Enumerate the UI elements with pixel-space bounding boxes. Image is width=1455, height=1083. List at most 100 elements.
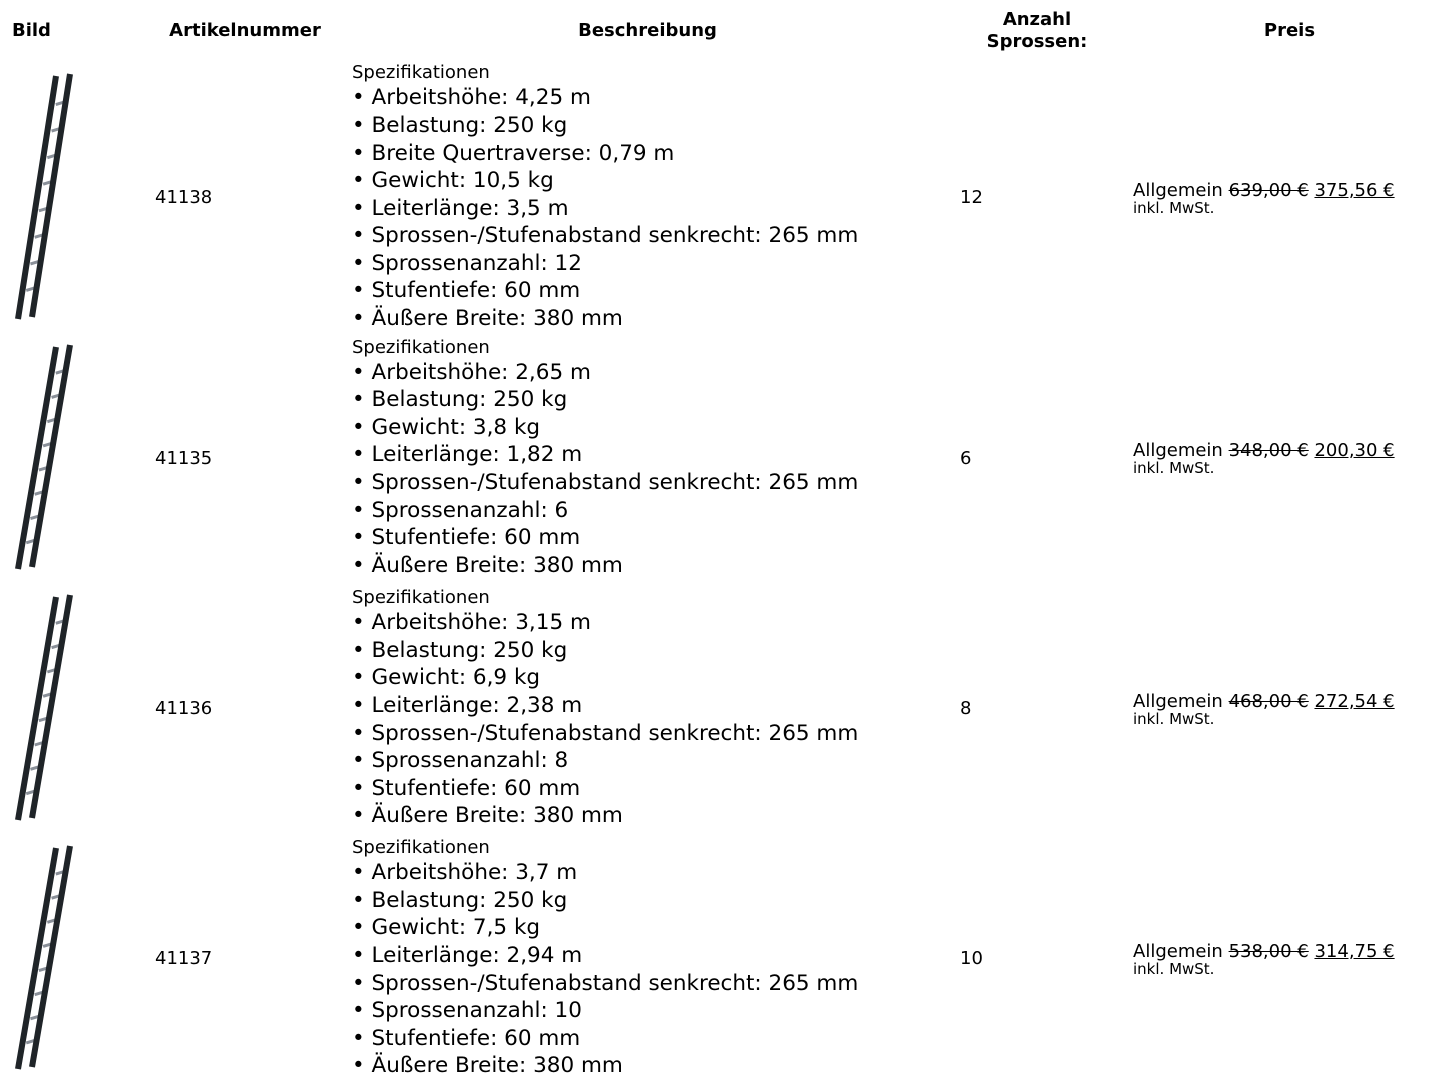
spec-item: • Äußere Breite: 380 mm (352, 1053, 623, 1079)
price-line: Allgemein 348,00 € 200,30 € (1133, 440, 1455, 461)
column-header: Preis (1124, 0, 1455, 62)
spec-item: • Gewicht: 3,8 kg (352, 414, 541, 440)
column-header: Anzahl Sprossen: (950, 0, 1124, 62)
spec-item: • Sprossen-/Stufenabstand senkrecht: 265… (352, 223, 859, 249)
rung-count: 10 (960, 948, 983, 969)
spec-item: • Stufentiefe: 60 mm (352, 1025, 581, 1051)
spec-item: • Breite Quertraverse: 0,79 m (352, 140, 675, 166)
image-cell (0, 62, 145, 333)
spec-item: • Äußere Breite: 380 mm (352, 306, 623, 332)
spec-item: • Belastung: 250 kg (352, 637, 568, 663)
spec-item: • Leiterlänge: 1,82 m (352, 442, 583, 468)
product-image[interactable] (8, 593, 78, 824)
old-price: 639,00 € (1228, 179, 1309, 201)
product-row: 41137 Spezifikationen • Arbeitshöhe: 3,7 m… (0, 834, 1455, 1083)
ladder-part (29, 845, 73, 1068)
column-header: Bild (0, 0, 145, 62)
ladder-part (15, 75, 59, 320)
spec-item: • Belastung: 250 kg (352, 887, 568, 913)
article-number: 41135 (155, 447, 213, 469)
column-header-text: Anzahl Sprossen: (986, 9, 1088, 52)
spec-item: • Stufentiefe: 60 mm (352, 278, 581, 304)
price-line: Allgemein 538,00 € 314,75 € (1133, 941, 1455, 962)
ladder-part (15, 596, 59, 821)
rung-count: 12 (960, 187, 983, 208)
spec-item: • Leiterlänge: 2,94 m (352, 942, 583, 968)
spec-item: • Stufentiefe: 60 mm (352, 525, 581, 551)
tax-note: inkl. MwSt. (1133, 459, 1215, 477)
spec-item: • Arbeitshöhe: 4,25 m (352, 85, 591, 111)
spec-title: Spezifikationen (352, 336, 490, 358)
column-header-text: Artikelnummer (169, 20, 321, 41)
price-link[interactable]: 272,54 € (1314, 690, 1395, 712)
spec-item: • Gewicht: 10,5 kg (352, 168, 554, 194)
description: Spezifikationen • Arbeitshöhe: 3,7 m • Bel… (345, 834, 950, 1083)
price-link[interactable]: 314,75 € (1314, 940, 1395, 962)
spec-title: Spezifikationen (352, 62, 490, 84)
price-line: Allgemein 639,00 € 375,56 € (1133, 180, 1455, 201)
ladder-part (15, 847, 59, 1070)
old-price: 538,00 € (1228, 940, 1309, 962)
product-row: 41136 Spezifikationen • Arbeitshöhe: 3,15 … (0, 583, 1455, 834)
price-cell: Allgemein 639,00 € 375,56 € inkl. MwSt. (1124, 62, 1455, 333)
price-line: Allgemein 468,00 € 272,54 € (1133, 691, 1455, 712)
spec-title: Spezifikationen (352, 587, 490, 609)
price-group: Allgemein (1133, 179, 1223, 201)
tax-note: inkl. MwSt. (1133, 709, 1215, 728)
spec-item: • Sprossenanzahl: 12 (352, 250, 582, 276)
price-group: Allgemein (1133, 690, 1223, 712)
price-link[interactable]: 375,56 € (1314, 179, 1395, 201)
ladder-part (29, 73, 73, 318)
spec-item: • Leiterlänge: 2,38 m (352, 692, 583, 718)
price-link[interactable]: 200,30 € (1314, 440, 1395, 461)
article-number: 41138 (155, 187, 213, 208)
ladder-part (15, 346, 59, 570)
ladder-part (29, 344, 73, 568)
description: Spezifikationen • Arbeitshöhe: 2,65 m • Be… (345, 333, 950, 583)
spec-item: • Sprossen-/Stufenabstand senkrecht: 265… (352, 720, 859, 746)
spec-item: • Leiterlänge: 3,5 m (352, 195, 569, 221)
product-image[interactable] (8, 343, 78, 573)
image-cell (0, 583, 145, 834)
tax-note: inkl. MwSt. (1133, 198, 1215, 217)
spec-item: • Arbeitshöhe: 3,7 m (352, 860, 578, 886)
article-number: 41136 (155, 698, 213, 719)
old-price: 468,00 € (1228, 690, 1309, 712)
image-cell (0, 333, 145, 583)
spec-item: • Sprossen-/Stufenabstand senkrecht: 265… (352, 970, 859, 996)
price-group: Allgemein (1133, 940, 1223, 962)
spec-item: • Sprossenanzahl: 6 (352, 497, 569, 523)
image-cell (0, 834, 145, 1083)
column-header: Artikelnummer (145, 0, 345, 62)
old-price: 348,00 € (1228, 440, 1309, 461)
description: Spezifikationen • Arbeitshöhe: 3,15 m • Be… (345, 583, 950, 834)
spec-item: • Gewicht: 7,5 kg (352, 915, 541, 941)
product-row: 41138 Spezifikationen • Arbeitshöhe: 4,25 … (0, 62, 1455, 333)
header-row: Bild Artikelnummer Beschreibung Anzahl Spro… (0, 0, 1455, 62)
spec-item: • Äußere Breite: 380 mm (352, 803, 623, 829)
price-cell: Allgemein 468,00 € 272,54 € inkl. MwSt. (1124, 583, 1455, 834)
spec-item: • Arbeitshöhe: 2,65 m (352, 359, 591, 385)
price-cell: Allgemein 538,00 € 314,75 € inkl. MwSt. (1124, 834, 1455, 1083)
column-header-text: Preis (1263, 20, 1316, 41)
table-body: 41138 Spezifikationen • Arbeitshöhe: 4,25 … (0, 62, 1455, 1083)
column-header-text: Bild (12, 20, 51, 41)
product-image[interactable] (8, 844, 78, 1073)
price-cell: Allgemein 348,00 € 200,30 € inkl. MwSt. (1124, 333, 1455, 583)
product-image[interactable] (8, 72, 78, 323)
column-header-text: Beschreibung (578, 20, 717, 41)
spec-item: • Sprossenanzahl: 8 (352, 748, 569, 774)
spec-item: • Sprossenanzahl: 10 (352, 998, 582, 1024)
article-number: 41137 (155, 948, 213, 969)
tax-note: inkl. MwSt. (1133, 959, 1215, 978)
spec-item: • Belastung: 250 kg (352, 112, 568, 138)
spec-title: Spezifikationen (352, 837, 490, 859)
spec-item: • Stufentiefe: 60 mm (352, 775, 581, 801)
spec-item: • Belastung: 250 kg (352, 387, 568, 413)
price-group: Allgemein (1133, 440, 1223, 461)
spec-item: • Gewicht: 6,9 kg (352, 665, 541, 691)
rung-count: 6 (960, 447, 972, 469)
